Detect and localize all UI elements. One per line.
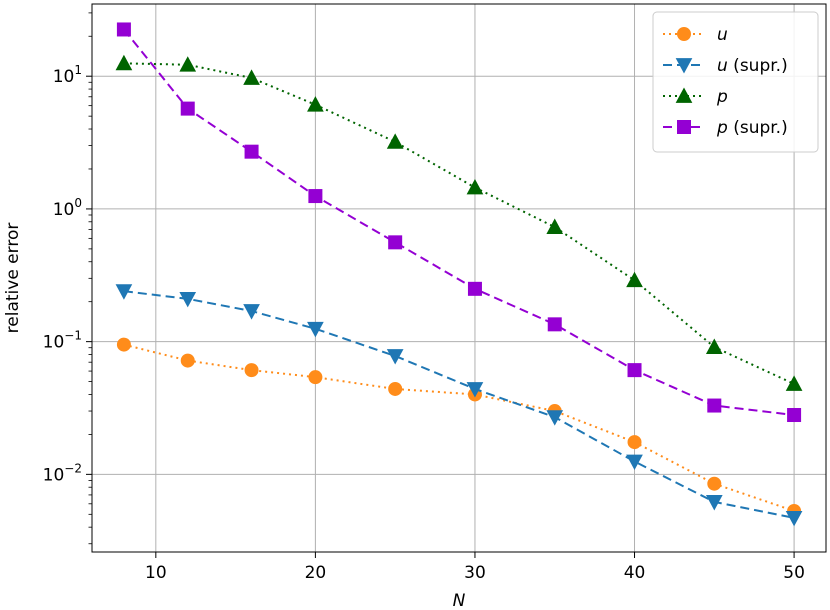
y-tick-label: 10−1	[43, 329, 82, 353]
data-point	[116, 22, 131, 37]
data-point	[307, 96, 324, 112]
x-tick-label: 50	[783, 563, 805, 583]
data-point	[705, 495, 723, 511]
data-point	[244, 144, 259, 159]
series-u-supr	[115, 284, 803, 527]
legend-marker	[675, 87, 693, 103]
series-line	[123, 62, 795, 385]
legend-item: u (supr.)	[663, 56, 788, 76]
data-point	[180, 101, 195, 116]
y-tick-label: 100	[53, 196, 82, 220]
data-point	[787, 408, 802, 423]
legend-box	[652, 11, 819, 153]
legend: u u (supr.) p p (supr.)	[652, 11, 819, 153]
data-point	[386, 133, 404, 149]
x-tick-label: 20	[305, 563, 327, 583]
data-point	[467, 281, 482, 296]
data-point	[707, 476, 722, 491]
data-point	[626, 271, 643, 288]
x-tick-label: 40	[624, 563, 646, 583]
data-point	[179, 292, 197, 308]
legend-item: p	[663, 87, 728, 107]
data-point	[244, 363, 259, 378]
data-point	[386, 349, 404, 365]
legend-item: p (supr.)	[663, 118, 788, 138]
data-point	[785, 375, 803, 391]
data-point	[115, 284, 133, 300]
data-point	[308, 370, 323, 385]
data-point	[116, 337, 131, 352]
data-point	[179, 56, 197, 72]
series-line	[123, 343, 795, 512]
data-point	[546, 218, 564, 234]
legend-label: p (supr.)	[716, 118, 788, 138]
series-line	[123, 290, 795, 519]
legend-marker	[677, 27, 691, 41]
data-point	[627, 435, 642, 450]
data-point	[243, 69, 260, 85]
x-tick-label: 30	[464, 563, 486, 583]
series-line	[123, 28, 795, 417]
series-p-supr	[116, 22, 802, 423]
data-point	[466, 382, 484, 398]
series-p	[115, 54, 803, 391]
data-point	[115, 54, 133, 71]
y-axis-label: relative error	[3, 223, 23, 334]
data-point	[627, 363, 642, 378]
data-point	[308, 189, 323, 204]
data-point	[705, 338, 723, 354]
y-tick-label: 101	[53, 63, 82, 87]
data-point	[243, 304, 260, 320]
x-axis-label: N	[453, 591, 466, 610]
legend-item: u	[663, 25, 728, 45]
data-point	[546, 410, 564, 426]
legend-marker	[675, 58, 693, 74]
series-u	[116, 337, 802, 518]
series-layer	[115, 22, 803, 527]
data-point	[388, 235, 403, 250]
data-point	[626, 454, 643, 471]
data-point	[785, 511, 803, 527]
data-point	[707, 398, 722, 413]
y-tick-label: 10−2	[43, 461, 82, 485]
data-point	[307, 321, 324, 338]
legend-label: u (supr.)	[717, 56, 788, 76]
data-point	[466, 178, 484, 195]
ticks: 10 20 30 40 50 10−2 10−1 100 101	[43, 12, 805, 583]
legend-marker	[677, 120, 691, 134]
data-point	[547, 317, 562, 332]
legend-label: p	[716, 87, 728, 107]
x-tick-label: 10	[145, 563, 167, 583]
data-point	[180, 353, 195, 368]
legend-label: u	[717, 25, 728, 45]
data-point	[388, 381, 403, 396]
